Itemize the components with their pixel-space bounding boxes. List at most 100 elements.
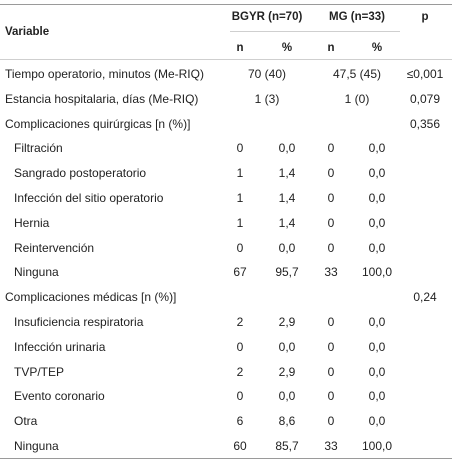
group-label: Complicaciones quirúrgicas [n (%)] bbox=[5, 116, 191, 131]
cell-mg-n: 0 bbox=[327, 364, 335, 379]
table-row: Otra 6 8,6 0 0,0 bbox=[0, 408, 452, 433]
cell-bgyr-n: 0 bbox=[236, 389, 244, 404]
table-row: Tiempo operatorio, minutos (Me-RIQ) 70 (4… bbox=[0, 61, 452, 86]
header-n-mg: n bbox=[327, 42, 335, 54]
cell-mg-pct: 0,0 bbox=[368, 240, 386, 255]
cell-bgyr-pct: 1,4 bbox=[278, 191, 296, 205]
cell-mg-n: 0 bbox=[327, 240, 335, 255]
cell-bgyr-pct: 0,0 bbox=[278, 240, 296, 255]
table-row: Complicaciones quirúrgicas [n (%)] 0,356 bbox=[0, 111, 452, 136]
cell-bgyr-n: 1 bbox=[236, 215, 244, 230]
table-row: Evento coronario 0 0,0 0 0,0 bbox=[0, 383, 452, 408]
cell-mg-n: 0 bbox=[327, 339, 335, 354]
header-group-bgyr: BGYR (n=70) bbox=[231, 11, 303, 23]
cell-bgyr-n: 1 bbox=[236, 191, 244, 205]
table-row: TVP/TEP 2 2,9 0 0,0 bbox=[0, 359, 452, 384]
cell-mg-n: 0 bbox=[327, 315, 335, 329]
cell-mg-value: 47,5 (45) bbox=[332, 67, 382, 81]
header-group-mg: MG (n=33) bbox=[329, 11, 385, 23]
row-label: Tiempo operatorio, minutos (Me-RIQ) bbox=[5, 67, 204, 81]
table-row: Insuficiencia respiratoria 2 2,9 0 0,0 bbox=[0, 309, 452, 334]
table-row: Hernia 1 1,4 0 0,0 bbox=[0, 210, 452, 235]
cell-mg-n: 33 bbox=[324, 265, 338, 280]
cell-mg-pct: 100,0 bbox=[361, 439, 393, 453]
cell-bgyr-pct: 0,0 bbox=[278, 141, 296, 156]
row-label: Estancia hospitalaria, días (Me-RIQ) bbox=[5, 91, 199, 106]
cell-bgyr-pct: 2,9 bbox=[278, 364, 296, 379]
row-label: Evento coronario bbox=[14, 389, 105, 404]
table-row: Complicaciones médicas [n (%)] 0,24 bbox=[0, 284, 452, 309]
cell-mg-pct: 0,0 bbox=[368, 166, 386, 181]
cell-mg-pct: 0,0 bbox=[368, 315, 386, 329]
table-top-rule bbox=[0, 4, 452, 5]
table-row: Ninguna 60 85,7 33 100,0 bbox=[0, 433, 452, 458]
group-label: Complicaciones médicas [n (%)] bbox=[5, 290, 177, 305]
cell-mg-n: 0 bbox=[327, 215, 335, 230]
cell-mg-pct: 0,0 bbox=[368, 364, 386, 379]
header-bottom-rule bbox=[0, 59, 452, 60]
table-row: Ninguna 67 95,7 33 100,0 bbox=[0, 259, 452, 284]
cell-bgyr-pct: 85,7 bbox=[275, 439, 299, 453]
table-row: Infección del sitio operatorio 1 1,4 0 0,0 bbox=[0, 185, 452, 210]
cell-bgyr-n: 6 bbox=[236, 414, 244, 429]
header-sub-rule bbox=[230, 31, 400, 32]
cell-bgyr-value: 1 (3) bbox=[254, 91, 280, 106]
cell-p-value: 0,24 bbox=[413, 290, 437, 305]
row-label: TVP/TEP bbox=[14, 364, 65, 379]
row-label: Sangrado postoperatorio bbox=[14, 166, 147, 181]
cell-p-value: 0,079 bbox=[409, 91, 441, 106]
cell-mg-n: 33 bbox=[324, 439, 338, 453]
row-label: Reintervención bbox=[14, 240, 95, 255]
table-row: Estancia hospitalaria, días (Me-RIQ) 1 (3… bbox=[0, 86, 452, 111]
cell-bgyr-n: 0 bbox=[236, 141, 244, 156]
cell-bgyr-n: 0 bbox=[236, 339, 244, 354]
cell-bgyr-pct: 95,7 bbox=[275, 265, 299, 280]
cell-bgyr-value: 70 (40) bbox=[247, 67, 287, 81]
cell-mg-pct: 0,0 bbox=[368, 141, 386, 156]
row-label: Otra bbox=[14, 414, 38, 429]
cell-mg-n: 0 bbox=[327, 414, 335, 429]
cell-mg-pct: 0,0 bbox=[368, 191, 386, 205]
row-label: Ninguna bbox=[14, 439, 59, 453]
cell-bgyr-n: 1 bbox=[236, 166, 244, 181]
cell-bgyr-pct: 8,6 bbox=[278, 414, 296, 429]
cell-bgyr-pct: 0,0 bbox=[278, 339, 296, 354]
cell-bgyr-n: 2 bbox=[236, 315, 244, 329]
cell-mg-pct: 0,0 bbox=[368, 339, 386, 354]
cell-bgyr-pct: 0,0 bbox=[278, 389, 296, 404]
cell-bgyr-n: 67 bbox=[233, 265, 247, 280]
header-pct-bgyr: % bbox=[281, 42, 293, 54]
cell-mg-n: 0 bbox=[327, 191, 335, 205]
cell-p-value: ≤0,001 bbox=[406, 67, 444, 81]
cell-mg-n: 0 bbox=[327, 166, 335, 181]
cell-mg-pct: 0,0 bbox=[368, 414, 386, 429]
cell-mg-value: 1 (0) bbox=[344, 91, 370, 106]
cell-p-value: 0,356 bbox=[409, 116, 441, 131]
table-row: Reintervención 0 0,0 0 0,0 bbox=[0, 235, 452, 260]
cell-bgyr-pct: 1,4 bbox=[278, 215, 296, 230]
table-row: Sangrado postoperatorio 1 1,4 0 0,0 bbox=[0, 160, 452, 185]
header-n-bgyr: n bbox=[236, 42, 244, 54]
cell-bgyr-n: 60 bbox=[233, 439, 247, 453]
table-row: Infección urinaria 0 0,0 0 0,0 bbox=[0, 334, 452, 359]
row-label: Insuficiencia respiratoria bbox=[14, 315, 144, 329]
header-p: p bbox=[421, 11, 429, 23]
cell-mg-n: 0 bbox=[327, 141, 335, 156]
header-pct-mg: % bbox=[371, 42, 383, 54]
cell-bgyr-pct: 2,9 bbox=[278, 315, 296, 329]
table-row: Filtración 0 0,0 0 0,0 bbox=[0, 135, 452, 160]
cell-bgyr-n: 2 bbox=[236, 364, 244, 379]
cell-mg-pct: 100,0 bbox=[361, 265, 393, 280]
row-label: Hernia bbox=[14, 215, 50, 230]
row-label: Ninguna bbox=[14, 265, 59, 280]
header-variable: Variable bbox=[5, 26, 50, 38]
row-label: Infección urinaria bbox=[14, 339, 106, 354]
cell-mg-n: 0 bbox=[327, 389, 335, 404]
cell-bgyr-n: 0 bbox=[236, 240, 244, 255]
row-label: Filtración bbox=[14, 141, 63, 156]
cell-mg-pct: 0,0 bbox=[368, 389, 386, 404]
row-label: Infección del sitio operatorio bbox=[14, 191, 164, 205]
cell-bgyr-pct: 1,4 bbox=[278, 166, 296, 181]
cell-mg-pct: 0,0 bbox=[368, 215, 386, 230]
